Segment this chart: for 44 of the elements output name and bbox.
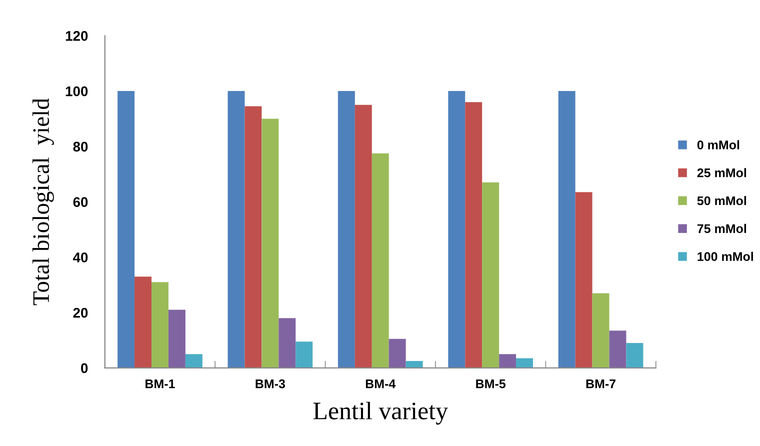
bar bbox=[406, 361, 423, 368]
bar bbox=[354, 104, 372, 368]
bar bbox=[465, 102, 482, 368]
y-tick-label: 20 bbox=[73, 308, 88, 318]
x-tick-label: BM-1 bbox=[146, 380, 175, 388]
x-tick-label: BM-3 bbox=[256, 379, 286, 388]
bar bbox=[626, 343, 644, 368]
y-tick-label: 0 bbox=[81, 363, 88, 374]
y-axis-title: Total biological yield bbox=[32, 98, 54, 306]
bar bbox=[244, 106, 262, 368]
bar bbox=[448, 91, 466, 368]
legend-label: 0 mMol bbox=[697, 140, 740, 150]
bar bbox=[499, 354, 516, 368]
bar bbox=[388, 338, 406, 368]
x-tick-label: BM-5 bbox=[476, 380, 506, 388]
x-axis-title: Lentil variety bbox=[313, 402, 448, 425]
bar bbox=[118, 91, 135, 368]
bar bbox=[262, 118, 279, 368]
bar bbox=[168, 310, 186, 368]
bar bbox=[296, 342, 313, 368]
bar bbox=[516, 358, 534, 368]
legend-label: 100 mMol bbox=[698, 252, 753, 261]
bar bbox=[482, 182, 500, 368]
bar bbox=[338, 91, 355, 368]
legend-label: 75 mMol bbox=[697, 224, 746, 234]
bar bbox=[278, 318, 296, 368]
y-tick-label: 120 bbox=[66, 31, 88, 41]
legend-label: 25 mMol bbox=[697, 168, 746, 178]
y-tick-label: 80 bbox=[73, 142, 88, 152]
bar bbox=[372, 153, 389, 368]
y-tick-label: 100 bbox=[66, 86, 88, 96]
bar bbox=[592, 293, 610, 368]
x-tick-label: BM-4 bbox=[366, 380, 396, 388]
bar bbox=[228, 91, 245, 368]
x-tick-label: BM-7 bbox=[586, 380, 616, 388]
bar bbox=[151, 282, 168, 368]
legend-label: 50 mMol bbox=[697, 196, 746, 206]
bar bbox=[134, 276, 152, 368]
bar bbox=[185, 354, 202, 368]
bar bbox=[609, 330, 626, 368]
y-tick-label: 60 bbox=[73, 197, 88, 207]
bar bbox=[575, 192, 592, 368]
bar bbox=[558, 91, 576, 368]
y-tick-label: 40 bbox=[72, 252, 88, 262]
